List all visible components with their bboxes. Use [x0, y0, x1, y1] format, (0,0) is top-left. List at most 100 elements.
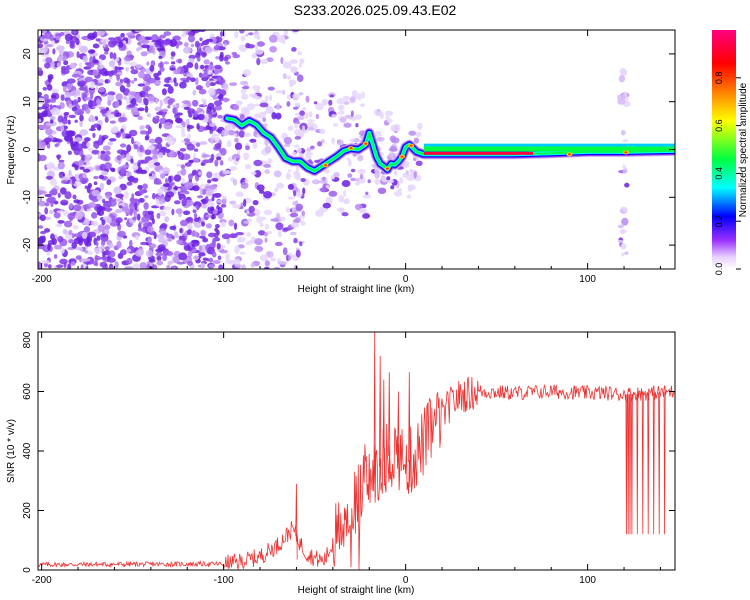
spectrogram-noise-blob	[264, 223, 269, 230]
spectrogram-noise-blob	[167, 139, 176, 146]
spectrogram-noise-blob	[245, 33, 249, 37]
spectrogram-noise-blob	[108, 37, 116, 41]
spectrogram-noise-blob	[142, 183, 148, 190]
spectrogram-noise-blob	[231, 51, 237, 56]
spectrogram-noise-blob	[167, 99, 173, 106]
spectrogram-noise-blob	[161, 113, 166, 118]
spectrogram-noise-blob	[98, 134, 103, 143]
spectrogram-noise-blob	[75, 38, 80, 46]
spectrogram-noise-blob	[242, 107, 250, 116]
spectrogram-noise-blob	[179, 81, 187, 89]
spectrogram-noise-blob	[137, 115, 143, 121]
spectrogram-noise-blob	[51, 39, 56, 46]
spectrogram-noise-blob	[620, 68, 628, 77]
spectrogram-noise-blob	[97, 224, 105, 232]
spectrogram-noise-blob	[186, 76, 191, 81]
spectrogram-noise-blob	[192, 209, 197, 213]
spectrogram-noise-blob	[156, 260, 164, 266]
spectrogram-noise-blob	[175, 208, 183, 215]
spectrogram-noise-blob	[129, 61, 137, 67]
spectrogram-noise-blob	[238, 130, 245, 138]
colorbar-tick-label: 0.2	[714, 215, 724, 228]
spectrogram-noise-blob	[62, 56, 66, 62]
spectrogram-noise-blob	[291, 151, 297, 156]
spectrogram-noise-blob	[269, 94, 273, 102]
spectrogram-noise-blob	[343, 101, 350, 105]
spectrogram-noise-blob	[93, 247, 103, 254]
spectrogram-noise-blob	[161, 108, 169, 113]
spectrogram-noise-blob	[102, 198, 106, 204]
spectrogram-noise-blob	[290, 212, 299, 218]
spectrogram-noise-blob	[56, 62, 61, 68]
snr-x-tick-label: 0	[403, 575, 409, 586]
spectrogram-noise-blob	[84, 85, 88, 92]
spectrogram-noise-blob	[173, 174, 182, 182]
spectrogram-noise-blob	[163, 122, 173, 130]
spectrogram-x-axis-label: Height of straight line (km)	[298, 284, 415, 295]
spectrogram-noise-blob	[211, 240, 216, 248]
spectrogram-noise-blob	[275, 102, 281, 111]
spectrogram-noise-blob	[417, 122, 423, 131]
spectrogram-noise-blob	[132, 263, 138, 269]
spectrogram-noise-blob	[175, 43, 179, 49]
spectrogram-noise-blob	[264, 95, 269, 101]
spectrogram-noise-blob	[243, 198, 247, 207]
spectrogram-noise-blob	[339, 117, 347, 123]
spectrogram-noise-blob	[246, 232, 251, 237]
spectrogram-noise-blob	[285, 207, 291, 213]
spectrogram-noise-blob	[100, 239, 106, 246]
spectrogram-noise-blob	[109, 120, 116, 124]
spectrogram-noise-blob	[233, 133, 238, 137]
spectrogram-noise-blob	[156, 255, 162, 261]
spectrogram-noise-blob	[253, 159, 263, 167]
spectrogram-noise-blob	[222, 82, 228, 90]
spectrogram-noise-blob	[134, 30, 144, 33]
spectrogram-noise-blob	[213, 100, 223, 106]
spectrogram-noise-blob	[375, 136, 385, 142]
spectrogram-x-tick-label: 100	[579, 274, 596, 285]
spectrogram-noise-blob	[397, 188, 403, 192]
spectrogram-noise-blob	[93, 123, 99, 128]
spectrogram-noise-blob	[115, 100, 120, 108]
spectrogram-noise-blob	[174, 113, 180, 119]
spectrogram-noise-blob	[49, 115, 56, 121]
spectrogram-noise-blob	[211, 251, 217, 258]
spectrogram-noise-blob	[621, 129, 626, 136]
spectrogram-noise-blob	[350, 110, 354, 117]
spectrogram-noise-blob	[129, 239, 133, 248]
snr-y-tick-label: 200	[22, 502, 33, 519]
spectrogram-noise-blob	[182, 121, 186, 128]
spectrogram-noise-blob	[362, 194, 372, 199]
spectrogram-noise-blob	[386, 118, 393, 123]
spectrogram-noise-blob	[68, 229, 73, 236]
spectrogram-noise-blob	[75, 143, 83, 152]
spectrogram-noise-blob	[69, 40, 75, 48]
spectrogram-noise-blob	[47, 264, 52, 269]
spectrogram-noise-blob	[143, 202, 149, 210]
spectrogram-noise-blob	[208, 87, 216, 96]
spectrogram-noise-blob	[69, 202, 73, 210]
spectrogram-noise-blob	[290, 67, 299, 71]
spectrogram-noise-blob	[162, 39, 171, 46]
spectrogram-noise-blob	[131, 137, 134, 145]
spectrogram-noise-blob	[239, 30, 245, 34]
spectrogram-noise-blob	[188, 35, 195, 43]
spectrogram-noise-blob	[39, 196, 43, 202]
spectrogram-noise-blob	[120, 249, 127, 256]
spectrogram-noise-blob	[222, 170, 232, 175]
spectrogram-noise-blob	[302, 187, 306, 195]
spectrogram-noise-blob	[206, 200, 215, 208]
spectrogram-noise-blob	[67, 263, 72, 269]
spectrogram-noise-blob	[183, 242, 188, 247]
spectrogram-noise-blob	[256, 184, 265, 192]
spectrogram-noise-blob	[73, 204, 82, 212]
spectrogram-noise-blob	[92, 69, 99, 76]
spectrogram-noise-blob	[99, 261, 107, 268]
spectrogram-noise-blob	[97, 65, 104, 70]
spectrogram-noise-blob	[289, 59, 298, 64]
spectrogram-noise-blob	[198, 72, 203, 78]
spectrogram-noise-blob	[87, 231, 97, 238]
spectrogram-noise-blob	[233, 222, 238, 230]
spectrogram-noise-blob	[153, 72, 160, 78]
spectrogram-noise-blob	[198, 88, 207, 95]
